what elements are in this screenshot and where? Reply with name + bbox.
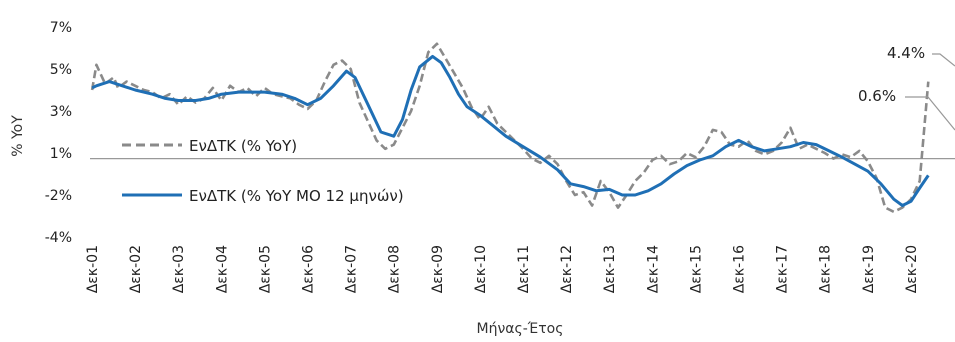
x-tick-label: Δεκ-18 [818,245,834,293]
y-axis-ticks: -4% -2% 1% 3% 5% 7% [45,20,72,246]
annotation-leader-line-ma [905,96,955,131]
x-tick-label: Δεκ-20 [904,245,920,293]
x-tick-label: Δεκ-13 [602,245,618,293]
y-tick-label: 1% [50,146,72,162]
x-tick-label: Δεκ-06 [301,245,317,293]
x-tick-label: Δεκ-17 [775,245,791,293]
x-tick-label: Δεκ-11 [516,245,532,293]
y-tick-label: -4% [45,230,72,246]
x-tick-label: Δεκ-04 [214,245,230,293]
x-tick-label: Δεκ-15 [688,245,704,293]
annotations: 4.4% 0.6% [858,44,955,131]
x-tick-label: Δεκ-05 [257,245,273,293]
legend-label-yoy: ΕνΔΤΚ (% YoY) [189,137,297,155]
x-tick-label: Δεκ-12 [559,245,575,293]
annotation-label-ma-latest: 0.6% [858,87,896,105]
legend: ΕνΔΤΚ (% YoY) ΕνΔΤΚ (% YoY MO 12 μηνών) [122,137,404,205]
x-tick-label: Δεκ-01 [85,245,101,293]
y-tick-label: -2% [45,188,72,204]
x-tick-label: Δεκ-02 [128,245,144,293]
y-axis-label: % YoY [10,115,26,157]
x-tick-label: Δεκ-08 [387,245,403,293]
x-axis-label: Μήνας-Έτος [477,321,564,337]
annotation-leader-line-yoy [932,53,955,67]
y-tick-label: 5% [50,62,72,78]
x-tick-label: Δεκ-14 [645,245,661,293]
x-tick-label: Δεκ-10 [473,245,489,293]
x-tick-label: Δεκ-09 [430,245,446,293]
series-line-ma12 [91,54,930,207]
y-tick-label: 7% [50,20,72,36]
annotation-label-yoy-latest: 4.4% [887,44,925,62]
legend-label-ma12: ΕνΔΤΚ (% YoY MO 12 μηνών) [189,187,404,205]
x-tick-label: Δεκ-03 [171,245,187,293]
x-tick-label: Δεκ-07 [344,245,360,293]
x-tick-label: Δεκ-19 [861,245,877,293]
y-tick-label: 3% [50,104,72,120]
x-tick-label: Δεκ-16 [732,245,748,293]
series-layer [90,42,930,214]
x-axis-ticks: Δεκ-01 Δεκ-02 Δεκ-03 Δεκ-04 Δεκ-05 Δεκ-06 Δεκ-… [85,245,920,293]
series-line-yoy [90,42,930,214]
